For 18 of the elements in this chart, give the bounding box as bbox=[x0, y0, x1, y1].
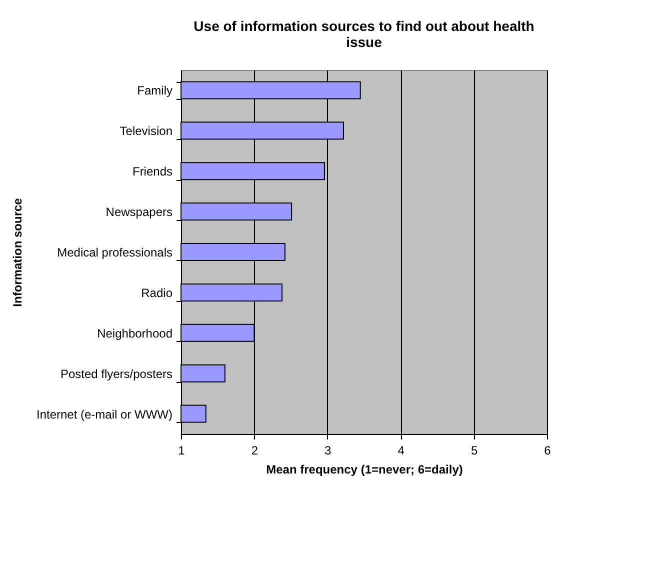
y-tick-label: Newspapers bbox=[106, 205, 172, 220]
y-tick-label: Radio bbox=[141, 286, 173, 300]
x-tick-label: 4 bbox=[398, 444, 405, 458]
x-tick-label: 2 bbox=[251, 444, 258, 458]
y-tick-label: Family bbox=[137, 84, 172, 98]
y-tick-label: Internet (e-mail or WWW) bbox=[36, 407, 172, 422]
y-tick-label: Medical professionals bbox=[57, 246, 172, 260]
y-tick-label: Television bbox=[120, 124, 172, 138]
y-tick-label: Posted flyers/posters bbox=[60, 366, 172, 381]
x-tick-label: 1 bbox=[178, 444, 186, 458]
x-tick-label: 5 bbox=[470, 444, 478, 458]
y-tick-label: Neighborhood bbox=[97, 326, 172, 340]
chart-title: Use of information sources to find out about health issue bbox=[194, 18, 534, 50]
x-axis-title: Mean frequency (1=never; 6=daily) bbox=[266, 462, 463, 476]
y-tick-label: Friends bbox=[132, 164, 172, 179]
x-tick-label: 3 bbox=[324, 444, 332, 458]
x-tick-label: 6 bbox=[544, 444, 552, 458]
y-axis-title: Information source bbox=[10, 198, 24, 307]
